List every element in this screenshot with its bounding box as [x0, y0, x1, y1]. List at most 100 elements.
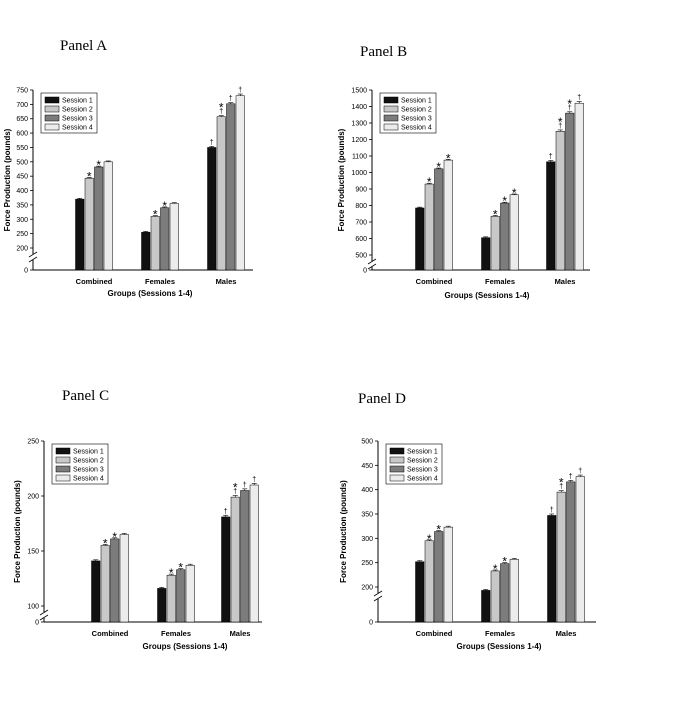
y-tick-label: 500: [16, 159, 28, 166]
asterisk-mark: *: [103, 536, 108, 550]
y-tick-label: 450: [361, 463, 373, 470]
y-tick-label: 400: [361, 487, 373, 494]
x-axis-label: Groups (Sessions 1-4): [457, 642, 542, 651]
legend-swatch: [383, 96, 399, 104]
legend-entry: Session 1: [73, 449, 104, 456]
legend-swatch: [389, 465, 405, 473]
bar-females-session-3: [500, 563, 510, 623]
legend-swatch: [44, 105, 60, 113]
bar-females-session-4: [185, 565, 195, 623]
asterisk-mark: *: [502, 194, 507, 208]
bar-combined-session-3: [434, 168, 444, 271]
panel-title: Panel C: [62, 388, 109, 404]
bar-males-session-3: [240, 490, 250, 623]
legend-swatch: [55, 447, 71, 455]
legend-entry: Session 3: [407, 467, 438, 474]
chart-panel-3: Panel C 0 100 150 200 250 Force Production (po…: [13, 388, 262, 651]
y-tick-label: 250: [361, 560, 373, 567]
legend-entry: Session 4: [62, 125, 93, 132]
bar-females-session-3: [176, 569, 186, 623]
x-axis-label: Groups (Sessions 1-4): [445, 291, 530, 300]
y-tick-label: 700: [16, 102, 28, 109]
dagger-mark: †: [549, 153, 553, 160]
asterisk-mark: *: [436, 160, 441, 174]
y-axis-label: Force Production (pounds): [3, 128, 12, 231]
dagger-mark: †: [577, 95, 581, 102]
legend-entry: Session 2: [73, 458, 104, 465]
dagger-mark: †: [233, 488, 237, 495]
y-tick-label: 200: [27, 494, 39, 501]
dagger-mark: †: [550, 507, 554, 514]
category-label: Males: [556, 629, 577, 638]
legend-entry: Session 3: [73, 467, 104, 474]
y-tick-label: 800: [355, 203, 367, 210]
dagger-mark: †: [243, 482, 247, 489]
category-label: Combined: [416, 629, 453, 638]
y-tick-label: 200: [361, 585, 373, 592]
asterisk-mark: *: [178, 561, 183, 575]
y-tick-label: 1000: [351, 170, 367, 177]
bar-females-session-1: [157, 588, 167, 623]
axis-break-mark: [373, 590, 383, 597]
bar-males-session-1: [221, 516, 231, 623]
bar-combined-session-1: [415, 561, 425, 623]
legend-swatch: [55, 465, 71, 473]
bar-combined-session-3: [94, 166, 104, 271]
category-label: Males: [216, 277, 237, 286]
bar-combined-session-4: [443, 526, 453, 623]
bar-combined-session-4: [443, 159, 453, 271]
bar-females-session-3: [500, 202, 510, 271]
y-tick-label: 600: [355, 236, 367, 243]
legend-entry: Session 2: [401, 107, 432, 114]
y-tick-label: 500: [355, 253, 367, 260]
y-axis-label: Force Production (pounds): [339, 480, 348, 583]
bar-males-session-2: [556, 491, 566, 623]
chart-panel-4: Panel D 0 200 250 300 350 400 450 500 Force Produ…: [339, 391, 596, 651]
y-tick-label: 750: [16, 88, 28, 95]
bar-females-session-2: [490, 570, 500, 623]
category-label: Females: [485, 629, 515, 638]
dagger-mark: †: [559, 484, 563, 491]
bar-males-session-4: [235, 95, 245, 271]
legend-entry: Session 2: [62, 107, 93, 114]
y-tick-label: 100: [27, 604, 39, 611]
panel-title: Panel A: [60, 38, 107, 54]
bar-males-session-2: [216, 116, 226, 271]
bar-combined-session-1: [415, 207, 425, 271]
bar-females-session-1: [141, 231, 151, 271]
y-tick-label: 250: [16, 231, 28, 238]
asterisk-mark: *: [493, 562, 498, 576]
dagger-mark: †: [229, 96, 233, 103]
dagger-mark: †: [210, 139, 214, 146]
bar-combined-session-1: [91, 560, 101, 623]
chart-panel-2: Panel B 0 500 600 700 800 900 1000 1100 1200 1300 1…: [337, 44, 590, 300]
legend-swatch: [389, 474, 405, 482]
y-tick-label: 1200: [351, 137, 367, 144]
y-tick-label: 500: [361, 439, 373, 446]
legend-swatch: [383, 123, 399, 131]
y-tick-label: 1400: [351, 104, 367, 111]
y-axis-label: Force Production (pounds): [337, 128, 346, 231]
asterisk-mark: *: [96, 158, 101, 172]
bar-females-session-2: [166, 574, 176, 623]
panel-title: Panel D: [358, 391, 406, 407]
category-label: Females: [485, 277, 515, 286]
chart-panel-1: Panel A 0 200 250 300 350 400 450 500 550 600 650 70…: [3, 38, 253, 298]
y-tick-label: 250: [27, 439, 39, 446]
bar-females-session-2: [150, 216, 160, 271]
bar-females-session-2: [490, 215, 500, 271]
axis-break-mark: [39, 609, 49, 616]
bar-combined-session-3: [434, 531, 444, 623]
asterisk-mark: *: [567, 97, 572, 111]
dagger-mark: †: [224, 508, 228, 515]
asterisk-mark: *: [502, 555, 507, 569]
axis-break-mark: [373, 595, 383, 602]
bar-males-session-4: [574, 102, 584, 271]
bar-combined-session-4: [119, 534, 129, 623]
legend-entry: Session 4: [407, 476, 438, 483]
y-tick-label: 550: [16, 145, 28, 152]
legend-swatch: [55, 456, 71, 464]
y-tick-label: 600: [16, 131, 28, 138]
legend-swatch: [389, 447, 405, 455]
